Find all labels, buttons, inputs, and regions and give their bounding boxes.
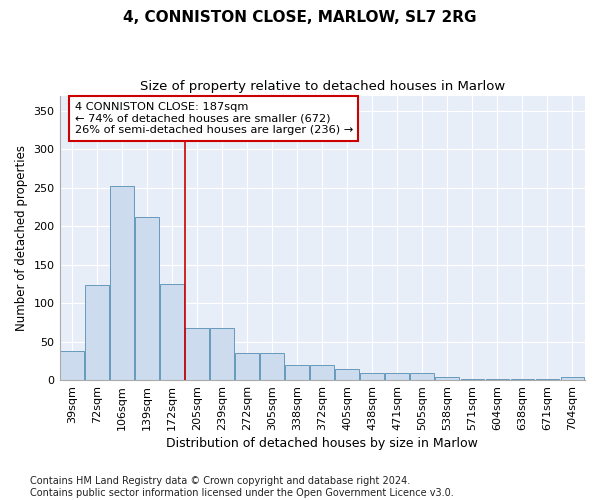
Text: 4, CONNISTON CLOSE, MARLOW, SL7 2RG: 4, CONNISTON CLOSE, MARLOW, SL7 2RG	[123, 10, 477, 25]
Bar	[310, 366, 334, 380]
Bar	[210, 328, 234, 380]
Bar	[461, 378, 484, 380]
Bar	[410, 373, 434, 380]
Bar	[385, 373, 409, 380]
Bar	[560, 377, 584, 380]
Title: Size of property relative to detached houses in Marlow: Size of property relative to detached ho…	[140, 80, 505, 93]
Text: 4 CONNISTON CLOSE: 187sqm
← 74% of detached houses are smaller (672)
26% of semi: 4 CONNISTON CLOSE: 187sqm ← 74% of detac…	[74, 102, 353, 135]
Bar	[60, 351, 84, 380]
X-axis label: Distribution of detached houses by size in Marlow: Distribution of detached houses by size …	[166, 437, 478, 450]
Bar	[235, 353, 259, 380]
Text: Contains HM Land Registry data © Crown copyright and database right 2024.
Contai: Contains HM Land Registry data © Crown c…	[30, 476, 454, 498]
Bar	[361, 373, 384, 380]
Bar	[135, 217, 159, 380]
Bar	[160, 284, 184, 380]
Bar	[185, 328, 209, 380]
Bar	[286, 364, 309, 380]
Bar	[260, 353, 284, 380]
Bar	[110, 186, 134, 380]
Y-axis label: Number of detached properties: Number of detached properties	[15, 145, 28, 331]
Bar	[85, 284, 109, 380]
Bar	[436, 377, 459, 380]
Bar	[335, 370, 359, 380]
